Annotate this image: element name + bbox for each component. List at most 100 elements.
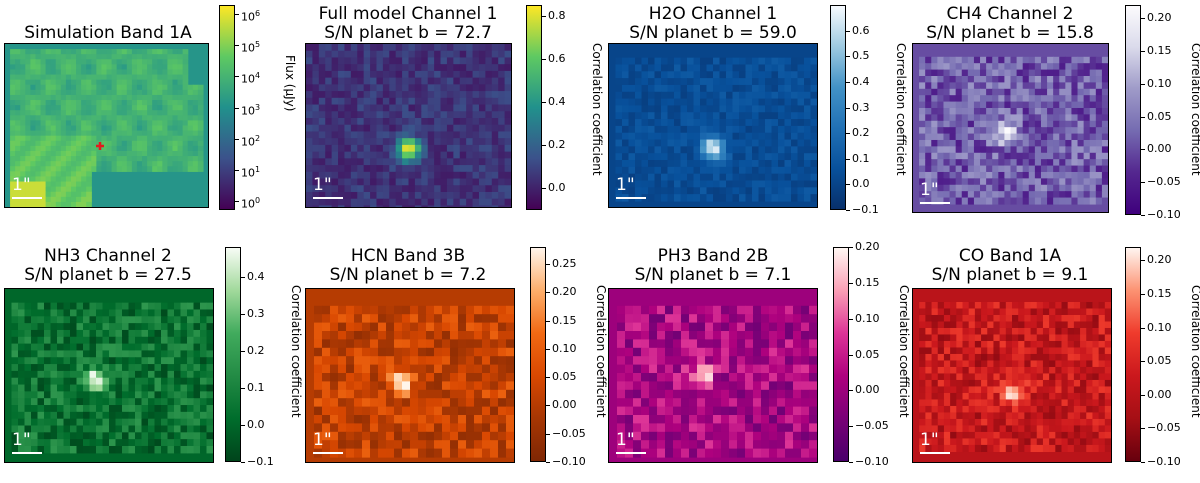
colorbar-tick-mark bbox=[241, 424, 245, 426]
colorbar-tick-mark bbox=[846, 81, 850, 83]
colorbar-label: Flux (μJy) bbox=[283, 55, 297, 112]
colorbar-tick-label: 106 bbox=[241, 8, 260, 24]
scale-line bbox=[12, 197, 42, 199]
panel-subtitle-sn: S/N planet b = 27.5 bbox=[24, 265, 192, 285]
colorbar-tick-mark bbox=[542, 15, 546, 17]
colorbar-tick-label: 0.1 bbox=[852, 151, 870, 165]
colorbar-tick-label: 0.4 bbox=[852, 74, 870, 88]
colorbar-tick-mark bbox=[849, 390, 853, 392]
colorbar-label: Correlation coefficient bbox=[897, 285, 911, 418]
colorbar bbox=[530, 247, 546, 462]
colorbar-tick-label: −0.10 bbox=[1147, 455, 1181, 468]
scale-label: 1" bbox=[920, 430, 939, 450]
tick-exponent: 3 bbox=[255, 102, 261, 112]
colorbar-tick-label: −0.05 bbox=[1147, 421, 1181, 435]
scale-line bbox=[12, 452, 42, 454]
tick-base: 10 bbox=[241, 42, 255, 56]
colorbar-label: Correlation coefficient bbox=[1189, 285, 1200, 418]
colorbar-tick-mark bbox=[849, 462, 853, 463]
colorbar-tick-label: −0.05 bbox=[855, 419, 889, 433]
colorbar-tick-label: 0.00 bbox=[552, 398, 577, 412]
colorbar-tick-label: 0.20 bbox=[1147, 11, 1172, 25]
colorbar-tick-mark bbox=[1141, 182, 1145, 184]
colorbar-tick-mark bbox=[546, 462, 550, 463]
colorbar-tick-mark bbox=[1141, 327, 1145, 329]
colorbar-tick-label: 0.0 bbox=[852, 177, 870, 191]
colorbar-tick-label: 0.10 bbox=[1147, 320, 1172, 334]
panel-subtitle-sn: S/N planet b = 7.2 bbox=[329, 265, 487, 285]
tick-exponent: 2 bbox=[255, 133, 261, 143]
panel-subtitle-sn: S/N planet b = 72.7 bbox=[324, 23, 492, 43]
colorbar-label: Correlation coefficient bbox=[289, 285, 303, 418]
colorbar-tick-label: −0.1 bbox=[247, 455, 274, 468]
tick-base: 10 bbox=[241, 166, 255, 180]
colorbar-tick-label: 101 bbox=[241, 164, 260, 180]
colorbar-tick-label: 0.00 bbox=[1147, 142, 1172, 156]
colorbar bbox=[833, 247, 849, 462]
scale-bar: 1" bbox=[12, 176, 42, 199]
colorbar-tick-mark bbox=[846, 107, 850, 109]
tick-base: 10 bbox=[241, 73, 255, 87]
colorbar-tick-mark bbox=[846, 56, 850, 58]
colorbar-tick-mark bbox=[1141, 260, 1145, 262]
colorbar-tick-label: 0.3 bbox=[247, 306, 265, 320]
colorbar-tick-label: 0.10 bbox=[855, 311, 880, 325]
colorbar-tick-label: 0.0 bbox=[247, 417, 265, 431]
colorbar-tick-label: 0.05 bbox=[552, 370, 577, 384]
colorbar-tick-label: 0.6 bbox=[852, 23, 870, 37]
colorbar-tick-label: 0.6 bbox=[548, 51, 566, 65]
tick-base: 10 bbox=[241, 135, 255, 149]
colorbar-label: Correlation coefficient bbox=[594, 285, 608, 418]
colorbar-tick-mark bbox=[235, 45, 239, 47]
panel-subtitle-sn: S/N planet b = 59.0 bbox=[629, 23, 797, 43]
panel-title: HCN Band 3B bbox=[350, 246, 466, 266]
colorbar-tick-mark bbox=[1141, 361, 1145, 363]
scale-label: 1" bbox=[12, 430, 31, 450]
heatmap-image bbox=[912, 288, 1112, 463]
heatmap-image bbox=[4, 288, 214, 463]
colorbar-tick-label: 0.3 bbox=[852, 100, 870, 114]
colorbar-tick-mark bbox=[546, 292, 550, 294]
colorbar-tick-mark bbox=[846, 184, 850, 186]
colorbar-tick-label: 0.1 bbox=[247, 380, 265, 394]
colorbar-tick-label: 0.15 bbox=[552, 313, 577, 327]
colorbar-tick-mark bbox=[542, 58, 546, 60]
scale-line bbox=[616, 197, 646, 199]
colorbar bbox=[1125, 5, 1141, 215]
scale-bar: 1" bbox=[313, 176, 343, 199]
colorbar-tick-mark bbox=[846, 30, 850, 32]
heatmap-image bbox=[305, 43, 512, 208]
colorbar-tick-mark bbox=[546, 405, 550, 407]
colorbar-tick-label: 102 bbox=[241, 133, 260, 149]
tick-base: 10 bbox=[241, 197, 255, 211]
colorbar-tick-mark bbox=[1141, 50, 1145, 52]
colorbar-tick-label: 0.05 bbox=[855, 347, 880, 361]
colorbar-label: Correlation coefficient bbox=[1189, 43, 1200, 176]
colorbar-tick-label: 103 bbox=[241, 102, 260, 118]
colorbar-tick-label: 0.5 bbox=[852, 49, 870, 63]
scale-label: 1" bbox=[313, 430, 332, 450]
colorbar-tick-label: 0.10 bbox=[1147, 76, 1172, 90]
tick-exponent: 5 bbox=[255, 40, 261, 50]
colorbar-tick-label: 0.0 bbox=[548, 181, 566, 195]
colorbar-tick-label: 0.15 bbox=[1147, 43, 1172, 57]
colorbar-tick-label: −0.1 bbox=[852, 203, 879, 216]
colorbar bbox=[225, 247, 241, 462]
heatmap-image bbox=[305, 288, 515, 463]
colorbar-tick-mark bbox=[241, 276, 245, 278]
colorbar-tick-label: 0.10 bbox=[552, 341, 577, 355]
colorbar-tick-mark bbox=[235, 138, 239, 140]
colorbar-tick-mark bbox=[846, 210, 850, 211]
panel-title: PH3 Band 2B bbox=[657, 246, 769, 266]
colorbar-tick-mark bbox=[241, 350, 245, 352]
colorbar-tick-label: 104 bbox=[241, 70, 260, 86]
colorbar-tick-label: 0.00 bbox=[1147, 387, 1172, 401]
colorbar-tick-mark bbox=[846, 158, 850, 160]
colorbar-tick-label: 0.00 bbox=[855, 383, 880, 397]
tick-exponent: 4 bbox=[255, 71, 261, 81]
colorbar bbox=[1125, 247, 1141, 462]
colorbar-tick-label: 0.25 bbox=[552, 256, 577, 270]
colorbar-tick-label: 0.8 bbox=[548, 8, 566, 22]
heatmap-image bbox=[608, 288, 818, 463]
heatmap-image bbox=[608, 43, 818, 208]
